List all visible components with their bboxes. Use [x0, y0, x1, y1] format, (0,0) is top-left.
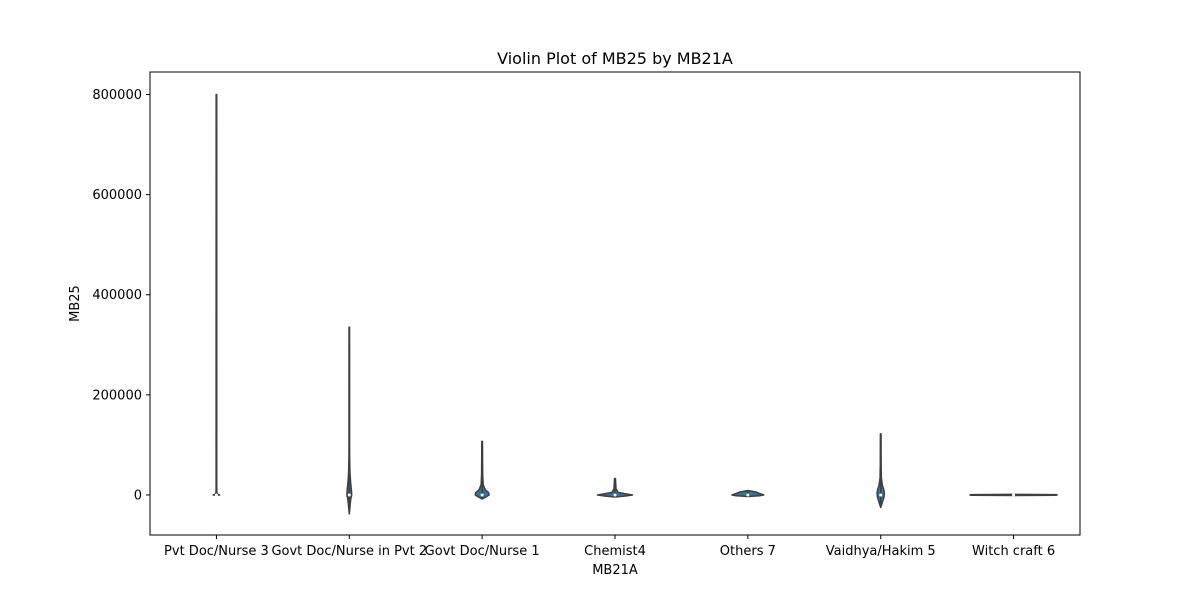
x-tick-label: Chemist4 — [584, 544, 646, 559]
y-tick-label: 800000 — [92, 88, 142, 103]
y-tick-label: 400000 — [92, 288, 142, 303]
y-axis-label: MB25 — [68, 285, 83, 322]
violin-median-dot — [879, 493, 883, 497]
x-tick-label: Pvt Doc/Nurse 3 — [164, 544, 269, 559]
y-axis-ticks: 0 200000 400000 600000 800000 — [92, 88, 150, 503]
x-tick-label: Vaidhya/Hakim 5 — [826, 544, 936, 559]
x-axis-ticks: Pvt Doc/Nurse 3 Govt Doc/Nurse in Pvt 2Go… — [164, 535, 1055, 559]
violin-median-dot — [347, 493, 351, 497]
x-axis-label: MB21A — [592, 563, 638, 578]
x-tick-label: Others 7 — [720, 544, 776, 559]
violin-median-dot — [746, 493, 750, 497]
chart-title: Violin Plot of MB25 by MB21A — [497, 49, 733, 68]
y-tick-label: 600000 — [92, 188, 142, 203]
y-tick-label: 200000 — [92, 388, 142, 403]
x-tick-label: Govt Doc/Nurse 1 — [425, 544, 540, 559]
violin-median-dot — [214, 493, 218, 497]
violins-layer — [212, 93, 1058, 515]
violin-median-dot — [613, 493, 617, 497]
x-tick-label: Govt Doc/Nurse in Pvt 2 — [271, 544, 427, 559]
x-tick-label: Witch craft 6 — [972, 544, 1055, 559]
y-tick-label: 0 — [134, 488, 142, 503]
violin-median-dot — [480, 493, 484, 497]
plot-frame — [149, 71, 1081, 536]
violin-median-dot — [1012, 493, 1016, 497]
